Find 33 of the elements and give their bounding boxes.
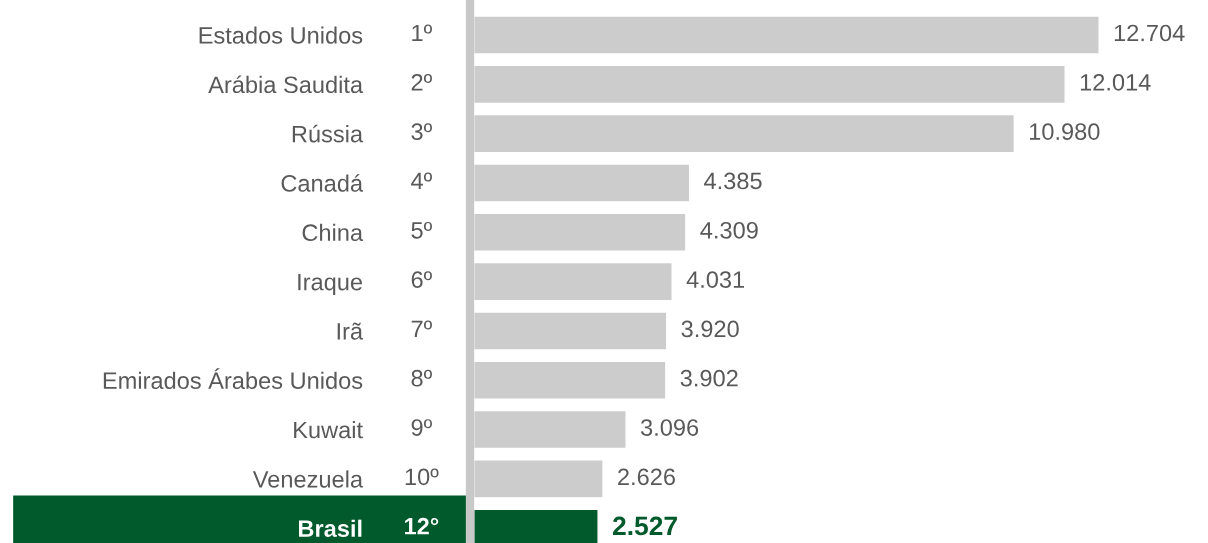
data-label: 12.014: [1080, 73, 1151, 91]
text: 1º: [412, 24, 432, 42]
text: 6º: [411, 271, 432, 288]
text: 10º: [405, 468, 439, 486]
text: 3º: [411, 123, 432, 140]
y-tick-label: Arábia Saudita: [208, 75, 364, 94]
y-tick-label: Estados Unidos: [199, 26, 363, 44]
data-label: 3.920: [681, 320, 739, 338]
y-tick-label: China: [302, 223, 364, 242]
y-tick-label: Emirados Árabes Unidos: [103, 368, 363, 390]
text: 5º: [411, 221, 432, 239]
data-label: 10.980: [1029, 123, 1100, 140]
text: 9º: [411, 419, 432, 436]
y-tick-label: Brasil: [299, 519, 362, 537]
data-label: 4.385: [704, 172, 762, 190]
data-label: 3.902: [680, 369, 738, 387]
y-tick-label: Irã: [337, 322, 364, 340]
data-label: 2.626: [618, 468, 675, 486]
text: 4º: [411, 172, 432, 190]
data-label: 12.704: [1114, 24, 1185, 42]
data-label: 4.309: [700, 221, 758, 239]
text: 7º: [411, 320, 432, 338]
text: 8º: [411, 369, 432, 387]
data-label: 3.096: [640, 419, 699, 436]
text: 2º: [411, 73, 432, 91]
y-tick-label: Venezuela: [252, 470, 364, 488]
y-tick-label: Rússia: [292, 124, 364, 143]
y-tick-label: Iraque: [298, 273, 363, 296]
data-label: 4.031: [686, 271, 745, 288]
text: 12°: [405, 517, 439, 535]
data-label: 2.527: [612, 516, 677, 536]
y-tick-label: Kuwait: [294, 421, 363, 439]
y-tick-label: Canadá: [281, 174, 364, 192]
